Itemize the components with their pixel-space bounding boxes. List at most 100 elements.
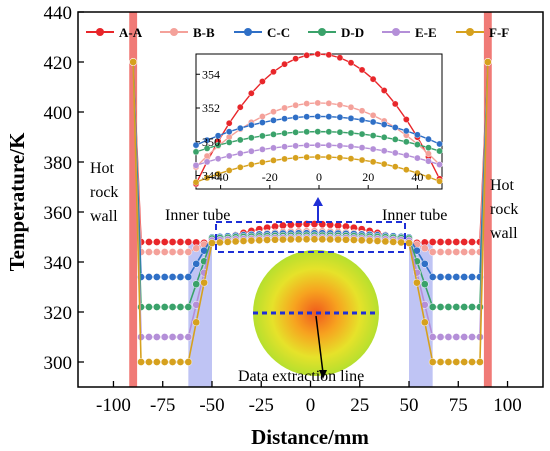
inset-chart: -40 -20 0 20 40 348 350 352 354 [192, 50, 443, 190]
inset-x-tick-label--20: -20 [262, 170, 278, 184]
inset-y-tick-label-350: 350 [202, 135, 220, 149]
data-extraction-arrowhead [319, 370, 327, 379]
series-point-F-F-21 [294, 235, 303, 244]
inset-point-B-B-8 [281, 104, 288, 112]
inset-point-A-A-15 [358, 66, 366, 74]
series-point-E-E-43 [468, 333, 476, 341]
series-point-C-C-5 [168, 273, 177, 281]
series-point-E-E-42 [460, 333, 469, 341]
series-line-E-E [132, 61, 489, 338]
inset-point-F-F-9 [292, 154, 299, 162]
series-point-F-F-8 [192, 318, 201, 327]
inset-x-tick-label--40: -40 [213, 170, 229, 184]
inset-point-D-D-19 [403, 138, 410, 146]
series-point-D-D-4 [160, 303, 169, 311]
inset-point-A-A-5 [248, 90, 255, 97]
inset-point-D-D-2 [214, 141, 222, 149]
series-point-E-E-38 [428, 333, 437, 341]
series-line-C-C [132, 61, 489, 278]
series-point-C-C-38 [428, 273, 437, 281]
series-point-B-B-2 [145, 248, 153, 256]
inset-point-B-B-9 [292, 101, 299, 109]
inset-x-tick-label-0: 0 [316, 170, 322, 184]
hot-rock-right-2: rock [490, 201, 518, 218]
series-point-C-C-8 [192, 259, 201, 268]
inset-point-B-B-11 [314, 99, 322, 107]
zoom-box [215, 221, 406, 253]
inner-tube-right-label: Inner tube [382, 207, 447, 224]
inset-point-C-C-16 [369, 118, 377, 126]
inset-point-D-D-8 [281, 129, 288, 137]
y-tick-label-420: 420 [44, 53, 73, 74]
inset-point-D-D-14 [347, 129, 355, 137]
series-point-F-F-20 [286, 235, 295, 244]
inset-point-F-F-20 [414, 169, 421, 177]
series-point-C-C-37 [420, 259, 429, 268]
x-tick-label-100: 100 [493, 395, 522, 416]
series-point-B-B-3 [152, 248, 161, 256]
series-point-A-A-4 [160, 238, 169, 246]
series-point-F-F-41 [452, 358, 461, 366]
inset-point-D-D-6 [259, 132, 266, 140]
series-point-C-C-39 [436, 273, 445, 281]
inset-point-E-E-6 [259, 146, 266, 153]
inset-point-E-E-10 [303, 142, 311, 149]
series-point-F-F-4 [160, 358, 169, 366]
inset-point-A-A-8 [281, 60, 288, 68]
inset-y-tick-label-348: 348 [202, 169, 220, 183]
inset-point-A-A-14 [347, 59, 355, 67]
legend-label-F-F: F-F [489, 25, 509, 40]
legend-marker-D-D [318, 28, 326, 36]
legend-label-A-A: A-A [119, 25, 143, 40]
legend-marker-F-F [466, 28, 474, 36]
series-point-F-F-40 [444, 358, 453, 366]
inset-point-B-B-1 [203, 152, 211, 160]
inset-point-A-A-6 [259, 78, 266, 85]
series-point-C-C-42 [460, 273, 469, 281]
inset-frame [195, 53, 443, 190]
series-point-F-F-37 [420, 318, 429, 327]
inset-x-tick-label-40: 40 [411, 170, 423, 184]
series-point-D-D-2 [145, 303, 153, 311]
inset-point-E-E-20 [414, 154, 421, 162]
inset-point-F-F-6 [259, 158, 266, 166]
hot-rock-right-3: wall [490, 225, 518, 242]
series-point-E-E-5 [168, 333, 177, 341]
x-tick-label-25: 25 [350, 395, 369, 416]
inset-point-E-E-3 [225, 152, 233, 160]
series-point-E-E-3 [152, 333, 161, 341]
inset-point-C-C-11 [314, 113, 322, 120]
series-point-C-C-4 [160, 273, 169, 281]
inset-point-F-F-1 [203, 174, 211, 182]
inset-point-F-F-16 [369, 158, 377, 166]
inset-point-B-B-7 [270, 108, 277, 116]
series-point-F-F-19 [279, 235, 287, 244]
series-line-F-F [132, 61, 489, 363]
x-tick-label--50: -50 [199, 395, 224, 416]
inner-tube-right [409, 242, 433, 387]
series-point-D-D-6 [176, 303, 185, 311]
series-point-E-E-2 [145, 333, 153, 341]
series-point-A-A-43 [468, 238, 476, 246]
inset-point-F-F-11 [314, 153, 322, 161]
series-point-D-D-42 [460, 303, 469, 311]
y-tick-label-400: 400 [44, 103, 73, 124]
inset-point-C-C-10 [303, 113, 311, 121]
series-point-F-F-43 [468, 358, 476, 366]
inset-point-D-D-5 [248, 134, 255, 142]
series-point-F-F-32 [381, 237, 390, 246]
inset-point-C-C-0 [192, 141, 200, 149]
inset-series [192, 50, 443, 188]
inset-point-F-F-4 [236, 164, 244, 171]
inset-x-tick-label-20: 20 [362, 170, 374, 184]
inset-point-D-D-16 [369, 132, 377, 139]
y-tick-label-360: 360 [44, 203, 73, 224]
inset-point-B-B-15 [358, 107, 366, 115]
inset-point-F-F-21 [425, 173, 432, 181]
x-tick-label-50: 50 [400, 395, 419, 416]
data-extraction-label: Data extraction line [238, 368, 364, 385]
series-point-A-A-40 [444, 238, 453, 246]
series-point-C-C-2 [145, 273, 153, 281]
inset-point-A-A-10 [303, 51, 311, 59]
inset-point-D-D-10 [303, 128, 311, 136]
